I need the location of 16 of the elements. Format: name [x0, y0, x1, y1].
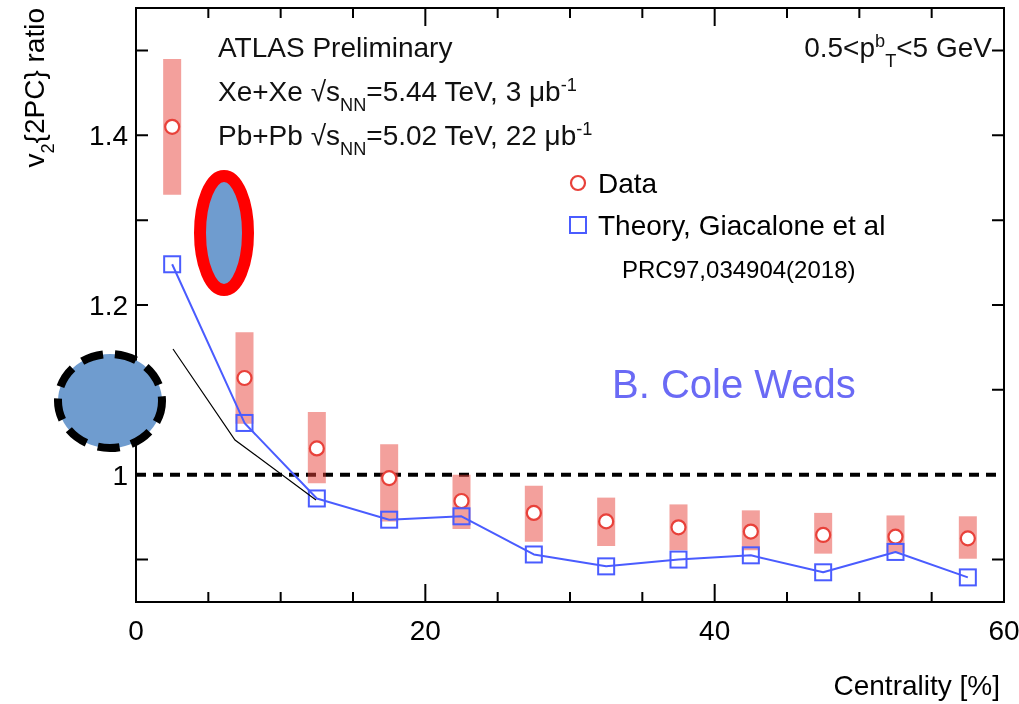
- x-tick-label: 40: [699, 615, 731, 646]
- y-tick-label: 1.2: [89, 290, 128, 321]
- legend-label: Theory, Giacalone et al: [598, 210, 886, 241]
- legend-label: Data: [598, 168, 658, 199]
- x-tick-label: 20: [409, 615, 441, 646]
- annotation: 0.5<p$^{b}$$_{T}$<5 GeV: [804, 31, 993, 71]
- annotation: Pb+Pb √s$_{NN}$=5.02 TeV, 22 μb$^{-1}$: [218, 119, 593, 159]
- y-tick-label: 1.4: [89, 120, 128, 152]
- x-axis-title: Centrality [%]: [833, 670, 1000, 701]
- y-tick-label: 1: [112, 459, 128, 491]
- annotation: PRC97,034904(2018): [622, 256, 856, 283]
- x-tick-label: 60: [988, 615, 1019, 646]
- annotation: ATLAS Preliminary: [218, 32, 453, 63]
- annotation: B. Cole Weds: [612, 362, 856, 406]
- annotation: Xe+Xe √s$_{NN}$=5.44 TeV, 3 μb$^{-1}$: [218, 75, 577, 115]
- x-tick-label: 0: [128, 615, 144, 646]
